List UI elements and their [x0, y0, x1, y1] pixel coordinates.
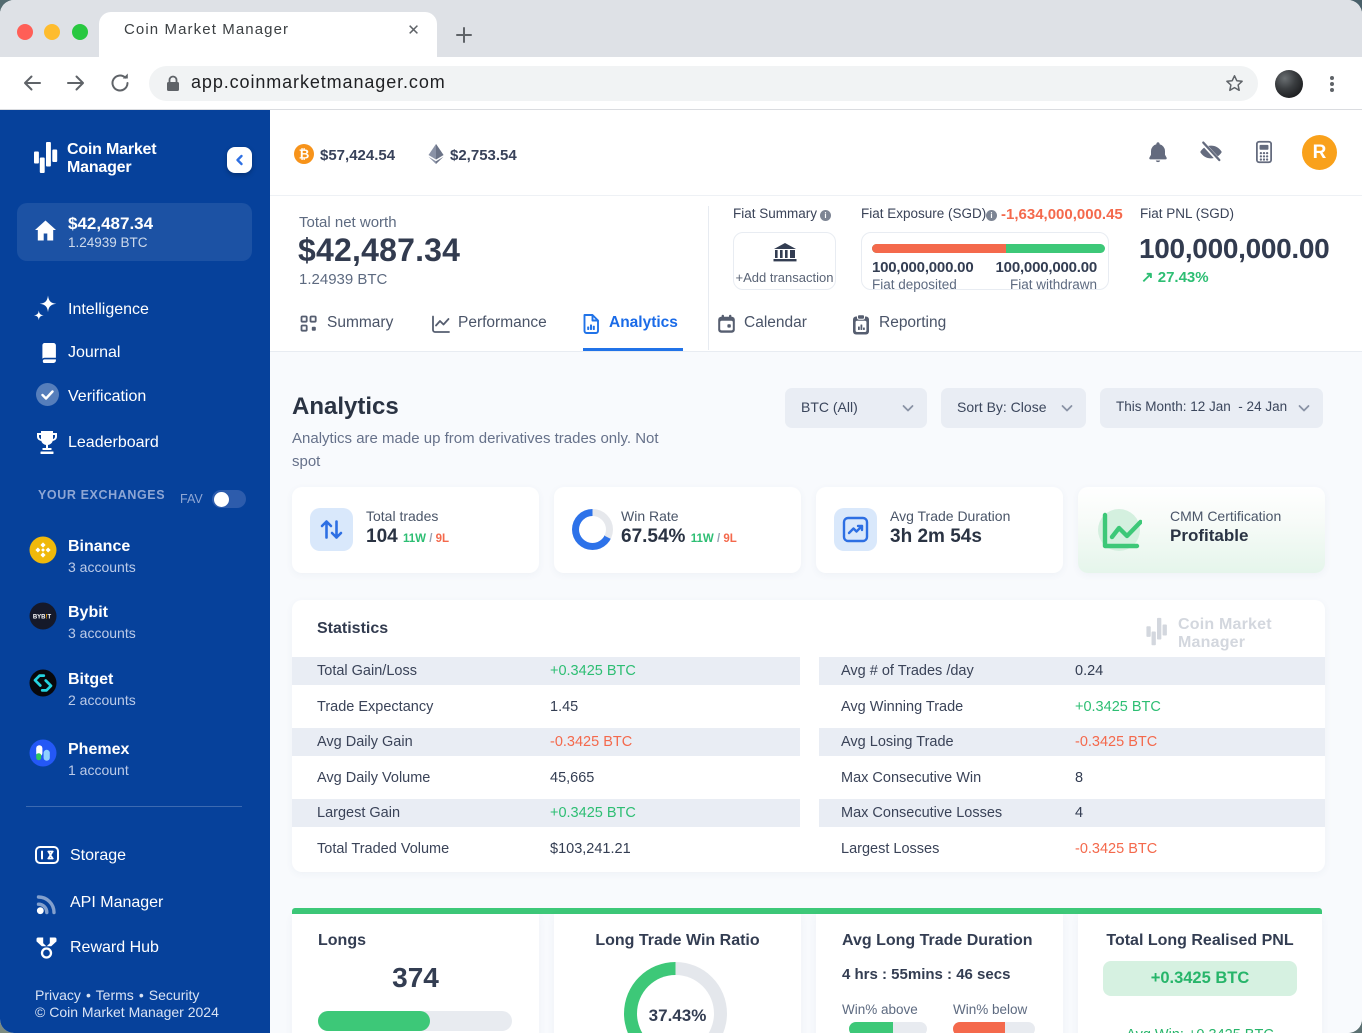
- svg-text:BYB!T: BYB!T: [33, 615, 52, 621]
- svg-text:₿: ₿: [299, 147, 310, 162]
